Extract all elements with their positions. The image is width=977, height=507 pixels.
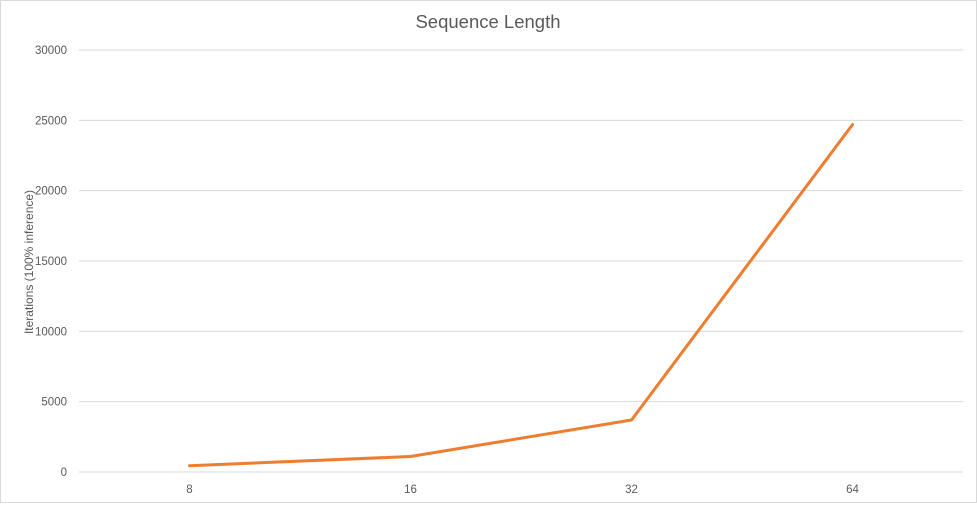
y-tick-label: 0 xyxy=(61,467,67,479)
y-axis-title: Iterations (100% inference) xyxy=(22,190,36,334)
x-tick-label: 64 xyxy=(846,484,859,496)
series-group xyxy=(188,123,854,468)
y-axis-ticks: 0 5000 10000 15000 20000 25000 30000 xyxy=(35,45,67,479)
y-tick-label: 5000 xyxy=(41,397,67,409)
chart-title: Sequence Length xyxy=(415,11,560,32)
y-tick-label: 30000 xyxy=(35,45,67,57)
x-tick-label: 16 xyxy=(404,484,417,496)
gridlines xyxy=(79,49,963,473)
y-tick-label: 15000 xyxy=(35,256,67,268)
y-tick-label: 10000 xyxy=(35,326,67,338)
x-tick-label: 32 xyxy=(625,484,638,496)
series-line xyxy=(188,123,854,468)
x-axis-ticks: 8 16 32 64 xyxy=(186,484,859,496)
y-tick-label: 25000 xyxy=(35,115,67,127)
y-tick-label: 20000 xyxy=(35,186,67,198)
x-tick-label: 8 xyxy=(186,484,192,496)
